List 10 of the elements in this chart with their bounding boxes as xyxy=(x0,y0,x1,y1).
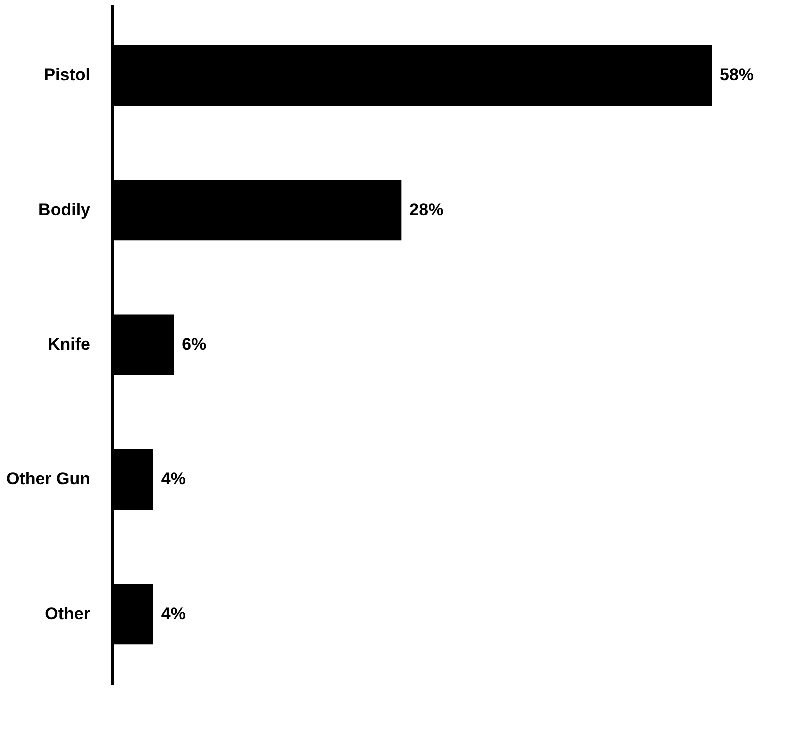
y-tick-label: Pistol xyxy=(44,66,90,85)
data-label: 4% xyxy=(161,604,186,624)
data-label: 28% xyxy=(410,200,444,220)
y-tick-label: Bodily xyxy=(38,200,92,220)
data-label: 58% xyxy=(720,66,754,85)
y-tick-label: Other xyxy=(45,604,91,624)
data-label: 6% xyxy=(182,335,207,354)
data-label: 4% xyxy=(161,470,186,489)
y-tick-label: Knife xyxy=(48,335,90,354)
y-tick-label: Other Gun xyxy=(6,470,90,489)
